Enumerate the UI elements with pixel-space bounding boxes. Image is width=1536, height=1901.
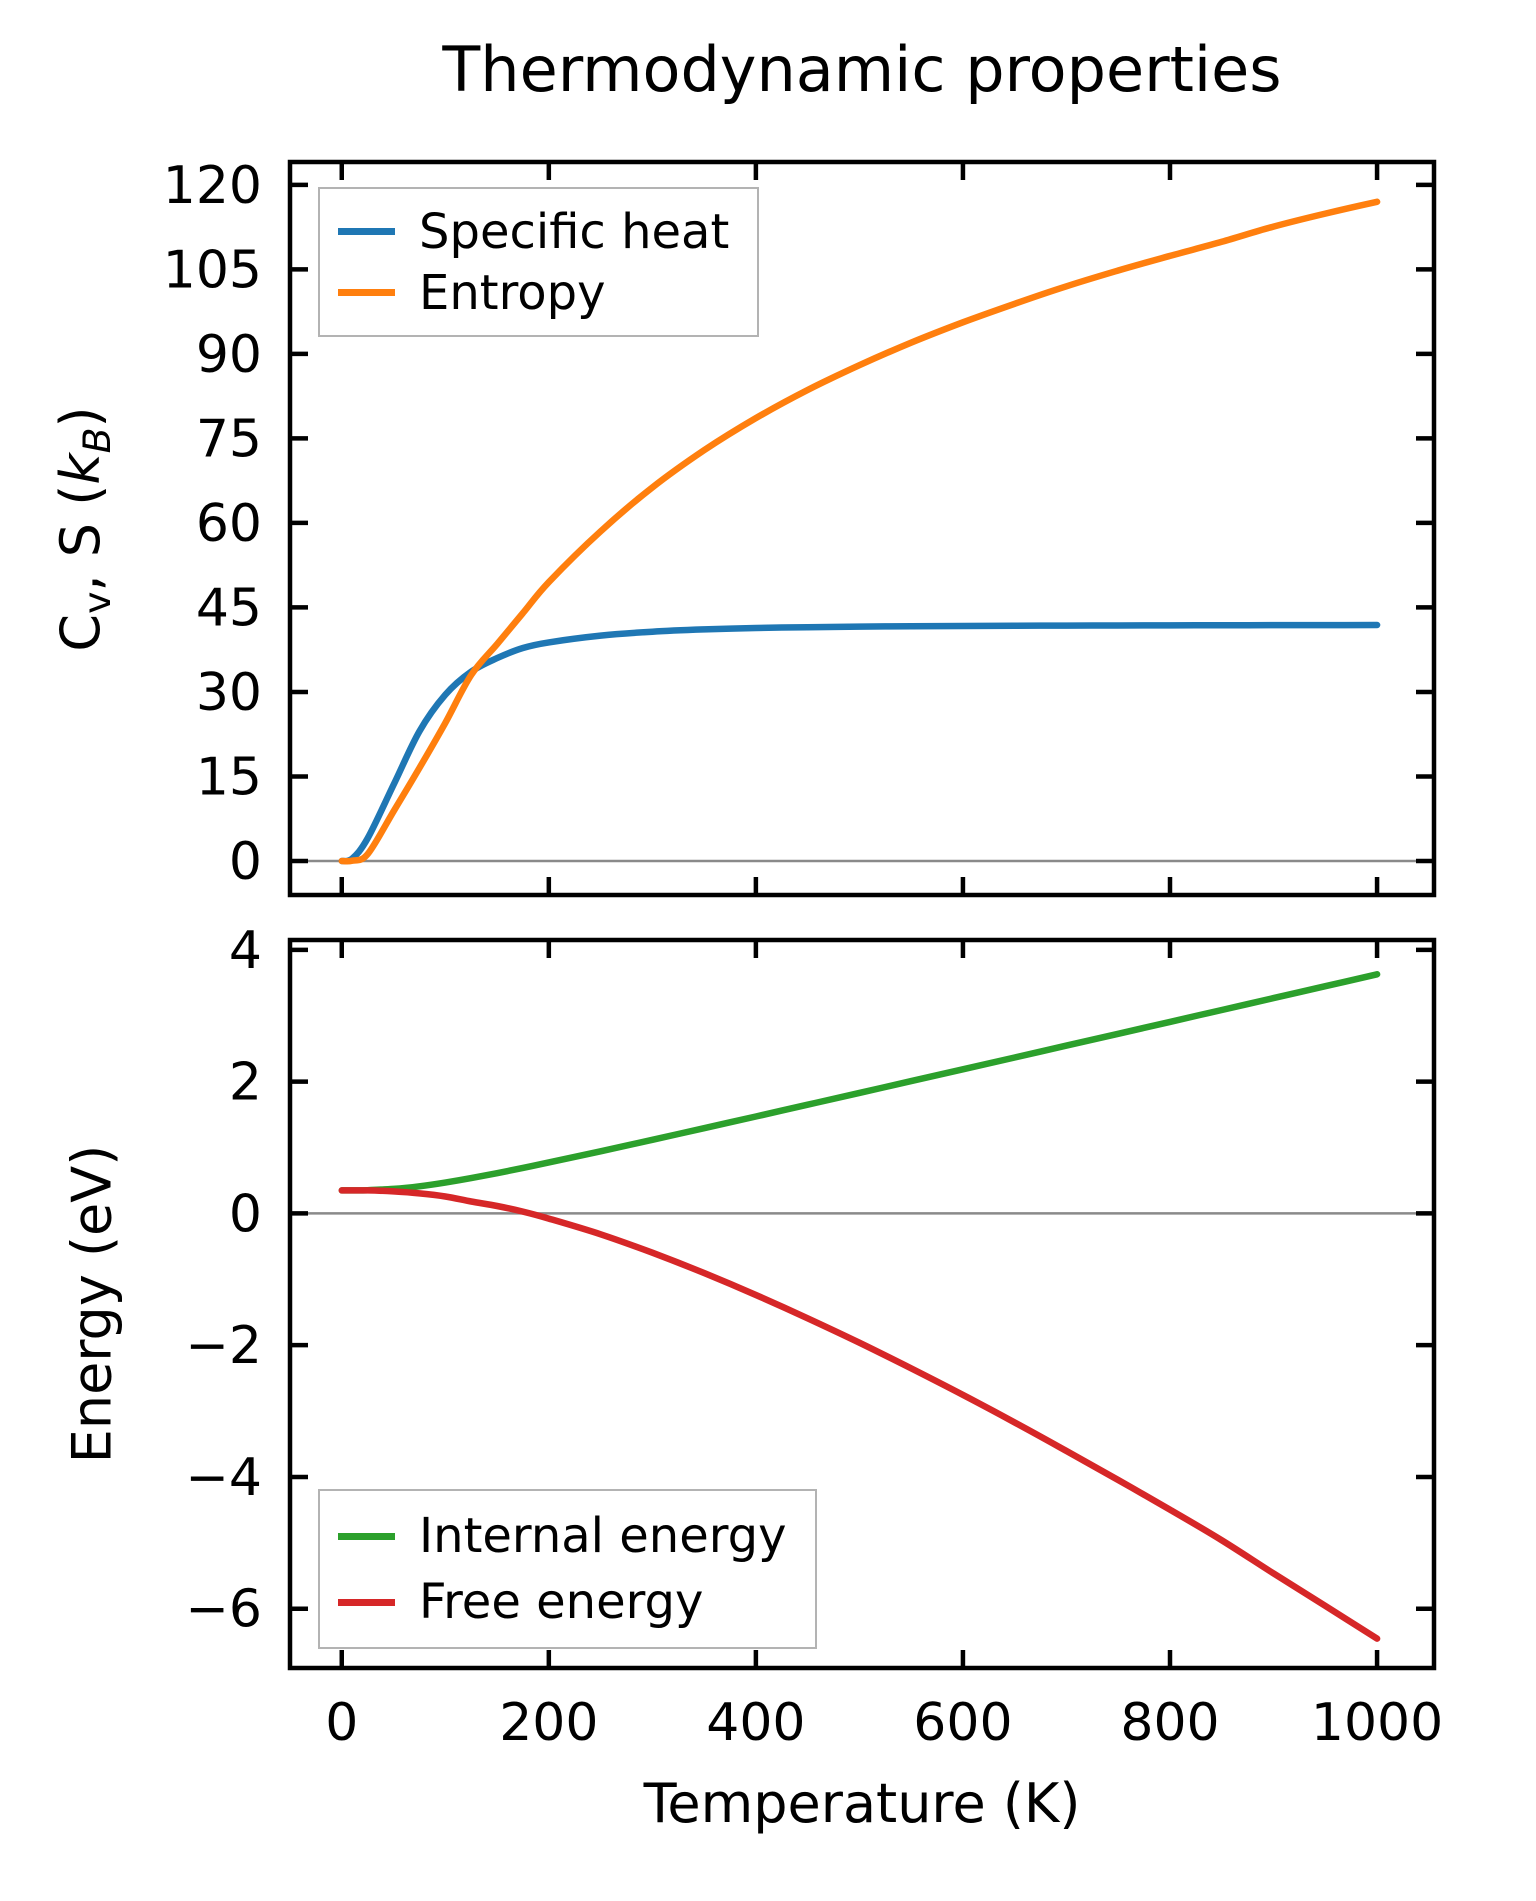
entropy-swatch-icon — [338, 289, 395, 296]
y-axis-label-top: Cv, S (kB) — [49, 406, 119, 651]
legend-row: Free energy — [338, 1569, 787, 1635]
ylabel-top-base: C — [49, 613, 113, 652]
x-tick-label: 800 — [1120, 1693, 1219, 1753]
legend-row: Specific heat — [338, 201, 729, 262]
legend-label: Entropy — [419, 264, 606, 321]
y-tick-label: 105 — [163, 240, 262, 300]
entropy-curve — [338, 198, 1381, 865]
y-tick-label: 120 — [163, 156, 262, 216]
y-tick-label: 75 — [196, 409, 262, 469]
bottom-axes-frame — [287, 937, 1437, 1671]
y-tick-label: −4 — [185, 1448, 262, 1508]
legend-row: Entropy — [338, 262, 729, 323]
y-tick-label: −2 — [185, 1316, 262, 1376]
x-tick-label: 1000 — [1311, 1693, 1443, 1753]
legend-bottom: Internal energy Free energy — [318, 1489, 817, 1649]
y-tick-label: 0 — [229, 832, 262, 892]
x-axis-label: Temperature (K) — [643, 1772, 1081, 1835]
x-tick-label: 600 — [913, 1693, 1012, 1753]
ylabel-top-k: k — [49, 453, 113, 485]
x-tick-label: 400 — [706, 1693, 805, 1753]
free-energy-curve — [338, 1187, 1381, 1642]
legend-row: Internal energy — [338, 1503, 787, 1569]
y-tick-label: 2 — [229, 1053, 262, 1113]
y-tick-label: 60 — [196, 494, 262, 554]
y-tick-label: 90 — [196, 325, 262, 385]
y-tick-label: 45 — [196, 578, 262, 638]
ylabel-top-middle: , S ( — [49, 484, 113, 592]
legend-top: Specific heat Entropy — [318, 187, 760, 337]
legend-label: Specific heat — [419, 203, 730, 260]
ylabel-top-k-sub: B — [74, 427, 119, 454]
y-tick-label: 4 — [229, 921, 262, 981]
free-energy-swatch-icon — [338, 1598, 395, 1606]
legend-label: Free energy — [419, 1574, 704, 1630]
y-tick-label: −6 — [185, 1580, 262, 1640]
specific-heat-curve — [338, 621, 1381, 865]
legend-label: Internal energy — [419, 1508, 787, 1564]
y-axis-label-bottom: Energy (eV) — [60, 1144, 124, 1464]
ylabel-top-base-sub: v — [74, 591, 119, 614]
x-tick-label: 0 — [325, 1693, 358, 1753]
x-tick-label: 200 — [499, 1693, 598, 1753]
ylabel-top-close: ) — [49, 406, 113, 428]
internal-energy-curve — [338, 971, 1381, 1194]
y-tick-label: 0 — [229, 1184, 262, 1244]
y-tick-label: 30 — [196, 663, 262, 723]
internal-energy-swatch-icon — [338, 1532, 395, 1540]
top-axes-frame — [287, 159, 1437, 898]
chart-title: Thermodynamic properties — [442, 33, 1282, 106]
y-tick-label: 15 — [196, 747, 262, 807]
specific-heat-swatch-icon — [338, 228, 395, 235]
